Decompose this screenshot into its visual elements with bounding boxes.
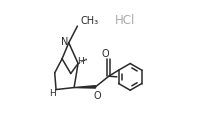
Text: HCl: HCl bbox=[115, 14, 136, 27]
Text: N: N bbox=[61, 37, 68, 47]
Polygon shape bbox=[74, 86, 95, 88]
Text: H: H bbox=[49, 89, 56, 98]
Text: CH₃: CH₃ bbox=[81, 16, 99, 26]
Text: O: O bbox=[101, 49, 109, 59]
Text: H: H bbox=[77, 57, 84, 66]
Text: O: O bbox=[94, 91, 101, 101]
